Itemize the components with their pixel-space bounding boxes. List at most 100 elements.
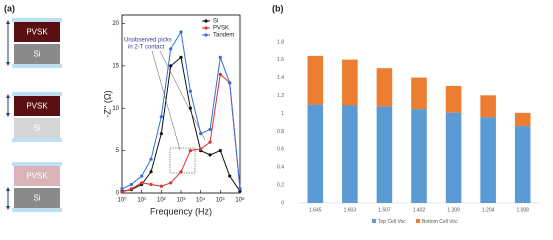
bar-segment xyxy=(480,117,496,203)
legend-marker xyxy=(204,33,208,37)
legend-label: Top Cell Voc xyxy=(378,219,406,225)
point xyxy=(149,157,153,161)
point xyxy=(199,147,203,151)
highlight-box xyxy=(169,147,196,174)
x-tick-label: 10⁶ xyxy=(235,197,245,204)
bar-segment xyxy=(342,59,358,106)
panel-label: (b) xyxy=(272,3,284,13)
electrode xyxy=(12,162,62,166)
point xyxy=(218,72,222,76)
bar-segment xyxy=(342,105,358,203)
point xyxy=(228,174,232,178)
point xyxy=(188,149,192,153)
x-tick-label: 10⁴ xyxy=(196,197,206,204)
y-tick-label: 1.2 xyxy=(277,93,284,99)
legend-swatch xyxy=(372,219,376,223)
si-layer xyxy=(14,118,60,138)
bar-segment xyxy=(411,109,427,203)
electrode xyxy=(12,208,62,212)
point xyxy=(169,181,173,185)
bar-segment xyxy=(411,77,427,110)
point xyxy=(238,187,242,191)
x-tick-label: 1.645 xyxy=(309,207,322,213)
point xyxy=(129,187,133,191)
point xyxy=(179,30,183,34)
point xyxy=(169,47,173,51)
y-tick-label: 0.4 xyxy=(277,165,284,171)
series-line xyxy=(121,30,241,190)
layer-label: Si xyxy=(33,124,40,133)
point xyxy=(129,182,133,187)
electrode xyxy=(12,64,62,68)
layer-label: PVSK xyxy=(26,172,48,181)
x-tick-label: 10¹ xyxy=(137,198,146,204)
x-tick-label: 1.402 xyxy=(413,207,426,213)
layer-label: PVSK xyxy=(26,102,48,111)
x-tick-label: 1.507 xyxy=(378,207,391,213)
point xyxy=(218,55,222,59)
point xyxy=(218,149,222,153)
annotation-pointer xyxy=(159,50,206,141)
point xyxy=(188,89,192,93)
y-tick-label: 1 xyxy=(281,111,284,117)
point xyxy=(228,81,232,85)
x-tick-label: 10⁵ xyxy=(216,197,226,204)
point xyxy=(238,189,242,193)
point xyxy=(120,187,124,191)
point xyxy=(149,182,153,187)
si-layer xyxy=(14,44,60,64)
bar-segment xyxy=(514,112,531,127)
y-tick-label: 0.8 xyxy=(277,129,284,135)
y-tick-label: 10 xyxy=(112,106,119,112)
legend-label: Bottom Cell Voc xyxy=(422,219,458,225)
y-tick-label: 1.4 xyxy=(277,75,284,81)
y-tick-label: 15 xyxy=(112,63,119,69)
x-tick-label: 1.309 xyxy=(447,207,460,213)
legend-label: Si xyxy=(213,19,218,25)
bar-segment xyxy=(445,85,462,113)
point xyxy=(179,55,183,59)
layer-label: PVSK xyxy=(26,28,48,37)
y-tick-label: 0 xyxy=(116,191,120,197)
pvsk-layer xyxy=(14,22,60,42)
legend-marker xyxy=(204,19,208,23)
legend-swatch xyxy=(416,219,420,223)
bar-segment xyxy=(376,68,393,107)
point xyxy=(149,170,153,174)
point xyxy=(208,153,212,157)
annotation-pointer xyxy=(151,50,181,151)
pvsk-layer xyxy=(14,166,60,186)
pvsk-layer xyxy=(14,96,60,116)
layer-label: Si xyxy=(33,194,40,203)
point xyxy=(140,174,144,178)
point xyxy=(208,140,212,144)
electrode xyxy=(12,138,62,142)
bar-segment xyxy=(514,126,531,203)
y-axis-label: -Z'' (Ω) xyxy=(102,90,112,117)
x-tick-label: 1.603 xyxy=(344,207,357,213)
y-tick-label: 0 xyxy=(281,200,284,206)
layer-label: Si xyxy=(33,50,40,59)
point xyxy=(140,181,144,185)
y-tick-label: 1.8 xyxy=(277,39,284,45)
x-tick-label: 1.204 xyxy=(482,207,495,213)
point xyxy=(169,64,173,68)
legend-marker xyxy=(204,26,208,30)
annotation: Unobserved picks xyxy=(124,38,172,44)
bar-segment xyxy=(307,55,324,105)
x-tick-label: 10³ xyxy=(177,198,186,204)
electrode xyxy=(12,92,62,96)
bar-segment xyxy=(376,106,393,203)
point xyxy=(179,170,183,174)
point xyxy=(159,132,163,136)
bar-segment xyxy=(480,95,496,118)
y-tick-label: 20 xyxy=(112,21,119,27)
bar-segment xyxy=(445,112,462,203)
x-axis-label: Frequency (Hz) xyxy=(150,206,212,216)
x-tick-label: 10² xyxy=(157,198,166,204)
legend-label: Tandem xyxy=(213,33,234,39)
annotation: in 2-T contact xyxy=(128,45,165,51)
y-tick-label: 0.2 xyxy=(277,182,284,188)
point xyxy=(208,127,212,132)
